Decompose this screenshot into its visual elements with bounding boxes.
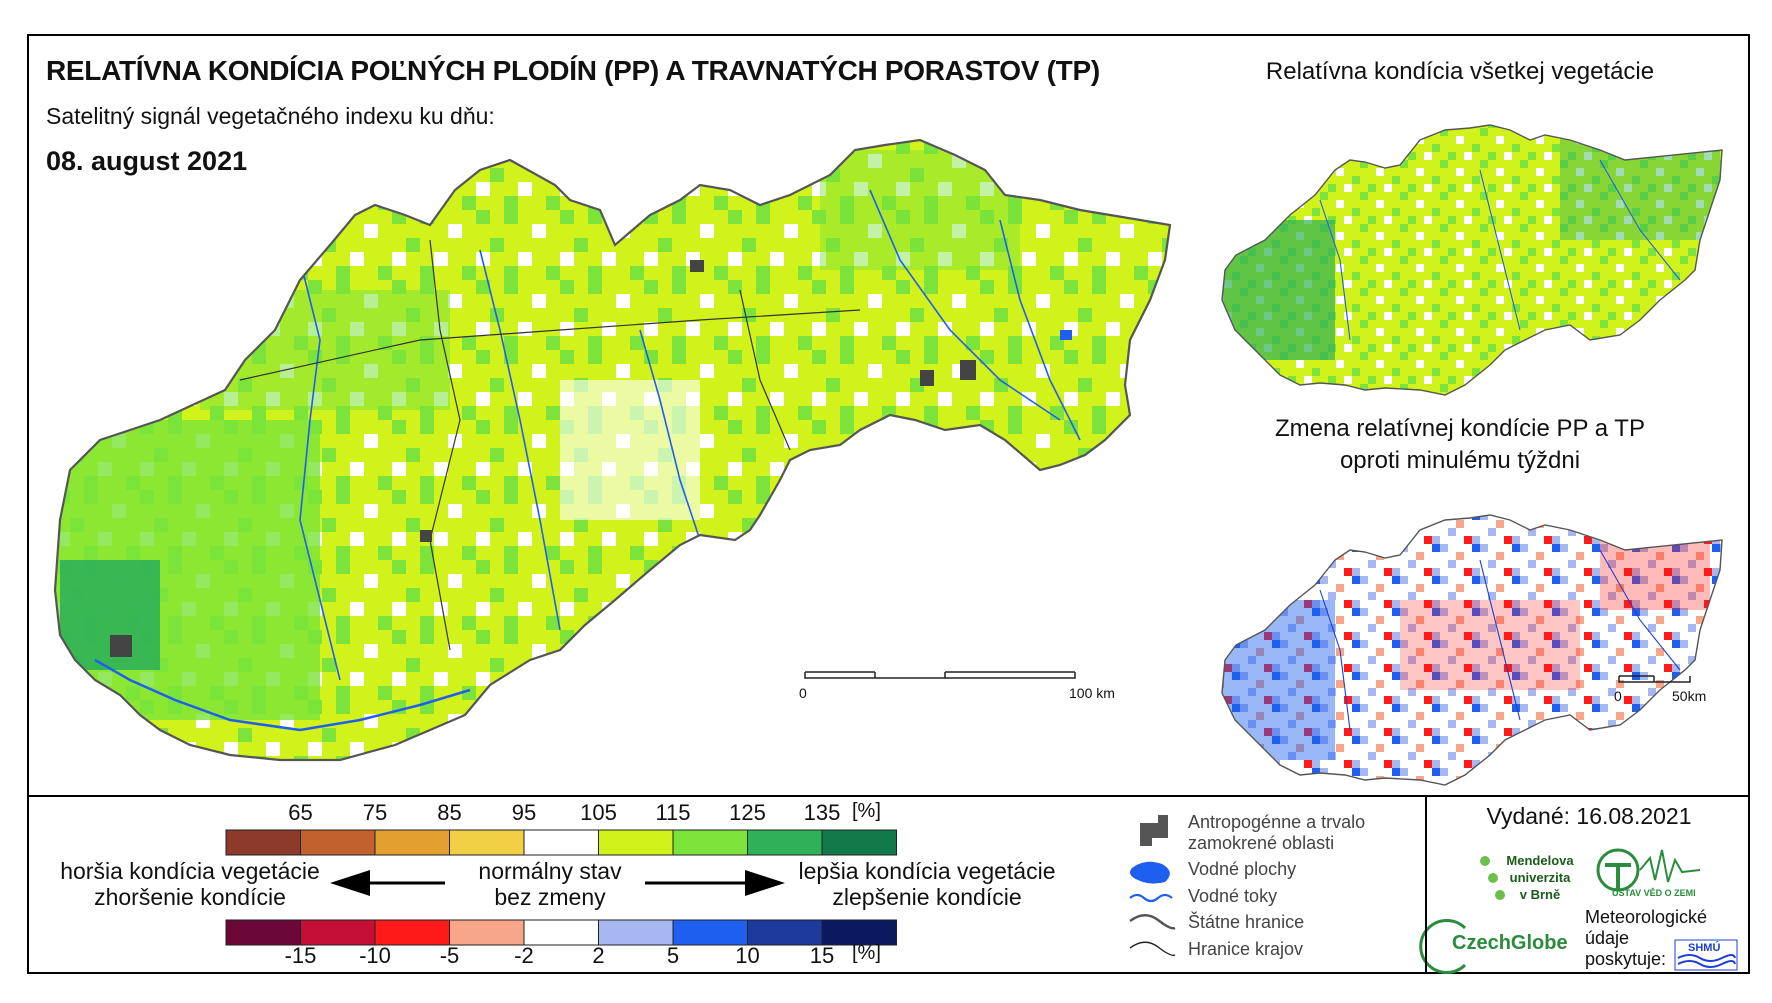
change-legend-swatch [523, 919, 599, 946]
normal-caption-line1: normálny stav [478, 858, 622, 884]
key-urban-line2: zamokrené oblasti [1188, 833, 1335, 853]
condition-legend-tick: 75 [362, 800, 388, 825]
inset-map-change [1221, 514, 1723, 786]
normal-caption-line2: bez zmeny [494, 884, 606, 910]
change-legend-tick: 10 [735, 943, 760, 968]
change-legend-tick: -2 [514, 943, 534, 968]
change-legend-tick: -15 [284, 943, 317, 968]
inset-all-vegetation-title: Relatívna kondícia všetkej vegetácie [1265, 58, 1655, 85]
condition-legend-tick: 135 [803, 800, 841, 825]
better-caption-line1: lepšia kondícia vegetácie [798, 858, 1056, 884]
shmu-text: SHMÚ [1688, 942, 1721, 954]
left-arrow [330, 870, 445, 896]
change-legend-tick: 2 [592, 943, 605, 968]
change-legend-tick: -5 [439, 943, 460, 968]
condition-legend-swatch [300, 829, 376, 856]
change-legend-swatch [821, 919, 897, 946]
condition-legend-bar [225, 829, 897, 856]
worse-caption-line1: horšia kondícia vegetácie [60, 858, 320, 884]
shmu-logo [1674, 939, 1738, 971]
inset-scalebar [1618, 675, 1691, 683]
condition-legend-swatch [225, 829, 301, 856]
condition-legend-tick: 125 [729, 800, 766, 825]
page-title: RELATÍVNA KONDÍCIA POĽNÝCH PLODÍN (PP) A… [46, 55, 1100, 86]
condition-legend-tick: 65 [288, 800, 313, 825]
change-legend-swatch [672, 919, 748, 946]
mendelu-line2: univerzita [1509, 870, 1571, 885]
change-legend-swatch [225, 919, 301, 946]
change-legend-tick: 15 [809, 943, 835, 968]
mendelu-line1: Mendelova [1506, 853, 1574, 868]
inset-scalebar-end: 50km [1672, 688, 1707, 704]
meteo-line1: Meteorologické [1585, 907, 1708, 927]
key-water-bodies: Vodné plochy [1188, 859, 1297, 879]
key-urban-label: Antropogénne a trvalo zamokrené oblasti [1188, 812, 1365, 854]
state-border-icon [1129, 914, 1176, 930]
better-caption: lepšia kondícia vegetácie zlepšenie kond… [782, 858, 1072, 910]
mendelu-logo [1480, 856, 1505, 900]
inset-map-all-vegetation [1221, 124, 1723, 396]
region-border-icon [1129, 941, 1176, 957]
meteo-line2: údaje [1585, 928, 1630, 948]
worse-caption-line2: zhoršenie kondície [94, 884, 286, 910]
meteo-text: Meteorologické údaje poskytuje: [1585, 907, 1707, 970]
change-legend-unit: [%] [852, 942, 881, 964]
change-legend-swatch [374, 919, 450, 946]
main-scalebar-end: 100 km [1069, 685, 1115, 701]
change-legend-swatch [300, 919, 376, 946]
key-urban-line1: Antropogénne a trvalo [1188, 812, 1366, 832]
condition-legend-tick: 105 [580, 800, 617, 825]
mendelu-line3: v Brně [1519, 887, 1561, 902]
water-body-icon [1130, 861, 1170, 884]
urban-area-icon [1140, 815, 1168, 846]
key-state-border: Štátne hranice [1188, 912, 1305, 932]
date-label: 08. august 2021 [46, 146, 248, 176]
river-icon [1129, 893, 1173, 903]
change-legend-swatch [598, 919, 674, 946]
key-rivers: Vodné toky [1188, 886, 1278, 906]
ustav-logo [1596, 848, 1701, 892]
inset-scalebar-start: 0 [1614, 688, 1622, 704]
inset-change-title-line1: Zmena relatívnej kondície PP a TP [1275, 415, 1645, 442]
condition-legend-swatch [523, 829, 599, 856]
czechglobe-logo [1419, 919, 1467, 974]
main-scalebar-start: 0 [799, 685, 807, 701]
mendelu-text: Mendelova univerzita v Brně [1490, 852, 1590, 903]
issued-date: Vydané: 16.08.2021 [1486, 803, 1692, 829]
inset-change-title: Zmena relatívnej kondície PP a TP oproti… [1170, 413, 1750, 477]
change-legend-bar [225, 919, 897, 946]
better-caption-line2: zlepšenie kondície [832, 884, 1022, 910]
condition-legend-swatch [672, 829, 748, 856]
condition-legend-swatch [821, 829, 897, 856]
change-legend-tick: 5 [666, 943, 680, 968]
inset-change-title-line2: oproti minulému týždni [1339, 447, 1581, 474]
condition-legend-swatch [374, 829, 450, 856]
normal-caption: normálny stav bez zmeny [450, 858, 650, 910]
condition-legend-swatch [747, 829, 823, 856]
ustav-text: ÚSTAV VĚD O ZEMI [1612, 888, 1696, 898]
footer-divider [1425, 795, 1427, 974]
czechglobe-text: CzechGlobe [1452, 932, 1568, 954]
condition-legend-tick: 115 [655, 800, 691, 825]
condition-legend-swatch [449, 829, 525, 856]
condition-legend-swatch [598, 829, 674, 856]
worse-caption: horšia kondícia vegetácie zhoršenie kond… [40, 858, 340, 910]
condition-legend-tick: 85 [437, 800, 462, 825]
main-map [53, 138, 1172, 762]
map-frame [27, 34, 1750, 974]
right-arrow [645, 870, 785, 896]
change-legend-swatch [747, 919, 823, 946]
legend-divider [27, 795, 1750, 797]
condition-legend-tick: 95 [511, 800, 537, 825]
condition-legend-unit: [%] [852, 800, 881, 822]
subtitle: Satelitný signál vegetačného indexu ku d… [46, 103, 495, 129]
key-region-border: Hranice krajov [1188, 939, 1304, 959]
change-legend-tick: -10 [359, 943, 391, 968]
change-legend-swatch [449, 919, 525, 946]
main-scalebar [804, 671, 1076, 679]
meteo-line3: poskytuje: [1585, 949, 1667, 969]
